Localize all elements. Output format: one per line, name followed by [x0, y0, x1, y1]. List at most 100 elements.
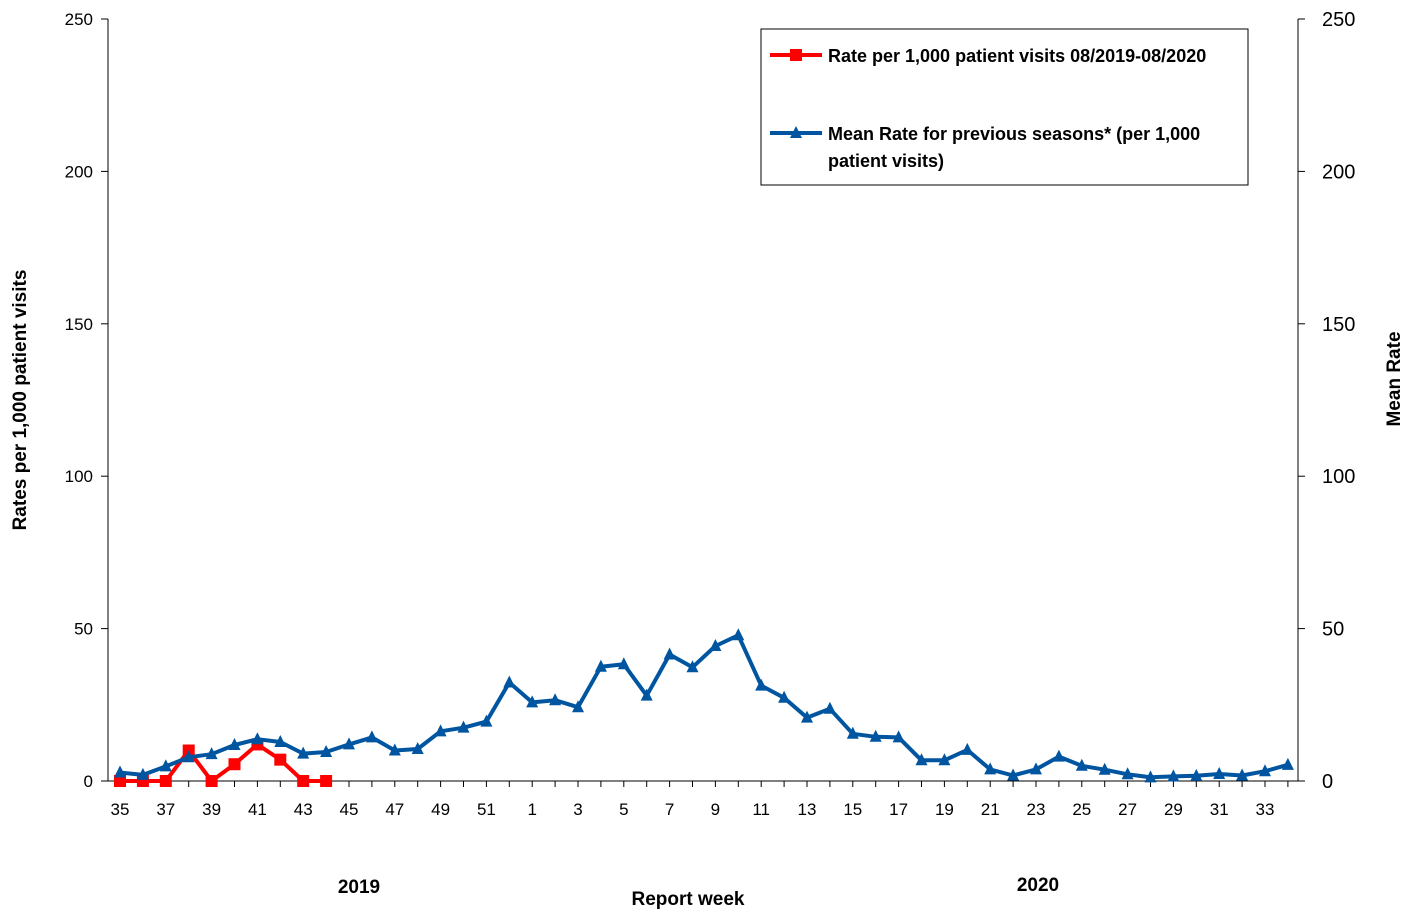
right-y-tick-label: 50	[1322, 619, 1344, 641]
x-tick-label: 11	[752, 800, 770, 819]
legend-box	[760, 28, 1249, 186]
x-tick-label: 35	[111, 800, 130, 819]
data-point-mean	[1052, 749, 1065, 762]
x-tick-label: 19	[935, 800, 954, 819]
right-y-tick-label: 250	[1322, 9, 1355, 31]
x-tick-label: 43	[294, 800, 313, 819]
data-point-mean	[1190, 768, 1203, 781]
legend: Rate per 1,000 patient visits 08/2019-08…	[760, 28, 1249, 186]
series-layer	[114, 628, 1294, 787]
series-line-0	[120, 742, 327, 783]
data-point-mean	[732, 628, 745, 641]
x-tick-label: 21	[981, 800, 1000, 819]
data-point-mean	[755, 678, 768, 691]
year-label-2019: 2019	[338, 877, 380, 898]
right-y-tick-label: 200	[1322, 161, 1355, 183]
right-y-axis-title: Mean Rate	[1384, 331, 1405, 426]
data-point-mean	[526, 695, 539, 708]
x-tick-label: 3	[573, 800, 582, 819]
data-point-actual	[114, 775, 126, 787]
x-tick-label: 15	[843, 800, 862, 819]
left-y-tick-label: 200	[65, 162, 93, 181]
data-point-mean	[503, 675, 516, 688]
data-point-mean	[411, 741, 424, 754]
data-point-mean	[159, 759, 172, 772]
x-tick-label: 39	[202, 800, 221, 819]
data-point-mean	[136, 767, 149, 780]
x-axis-title: Report week	[632, 889, 745, 910]
data-point-mean	[938, 753, 951, 766]
data-point-mean	[1167, 769, 1180, 782]
x-tick-label: 47	[385, 800, 404, 819]
data-point-mean	[572, 700, 584, 713]
data-point-mean	[434, 724, 447, 737]
data-point-actual	[159, 775, 172, 787]
x-tick-label: 9	[711, 800, 720, 819]
left-y-tick-label: 50	[74, 620, 93, 639]
data-point-mean	[1236, 768, 1249, 781]
x-tick-label: 33	[1256, 800, 1275, 819]
data-point-mean	[1030, 762, 1042, 775]
data-point-mean	[640, 688, 653, 701]
right-y-tick-label: 100	[1322, 466, 1355, 488]
data-point-mean	[251, 732, 264, 745]
data-point-mean	[984, 762, 997, 775]
data-point-mean	[205, 747, 218, 760]
data-point-mean	[709, 638, 722, 651]
data-point-mean	[228, 738, 241, 751]
data-point-mean	[343, 737, 355, 750]
data-point-actual	[274, 753, 287, 766]
data-point-mean	[457, 720, 470, 733]
left-y-tick-label: 150	[65, 315, 93, 334]
data-point-mean	[617, 657, 630, 670]
data-point-mean	[778, 690, 791, 703]
data-point-actual	[228, 758, 241, 771]
data-point-mean	[274, 734, 287, 747]
x-tick-label: 7	[665, 800, 674, 819]
legend-label-mean-line1: Mean Rate for previous seasons* (per 1,0…	[828, 124, 1200, 144]
right-y-tick-label: 150	[1322, 314, 1355, 336]
x-tick-label: 1	[527, 800, 536, 819]
data-point-mean	[594, 659, 607, 672]
legend-marker-mean	[790, 126, 802, 138]
data-point-mean	[297, 746, 310, 759]
data-point-mean	[114, 765, 126, 778]
data-point-mean	[1007, 768, 1020, 781]
data-point-mean	[480, 714, 493, 727]
legend-label-actual: Rate per 1,000 patient visits 08/2019-08…	[828, 46, 1206, 66]
x-tick-label: 29	[1164, 800, 1183, 819]
data-point-mean	[549, 693, 562, 706]
data-point-mean	[365, 730, 378, 743]
data-point-mean	[869, 729, 882, 742]
data-point-mean	[892, 730, 905, 743]
data-point-mean	[1281, 757, 1294, 770]
data-point-mean	[388, 743, 401, 756]
x-tick-label: 51	[477, 800, 496, 819]
x-tick-label: 25	[1072, 800, 1091, 819]
x-tick-label: 17	[889, 800, 908, 819]
left-y-tick-label: 100	[65, 467, 93, 486]
data-point-mean	[1259, 764, 1271, 777]
data-point-actual	[205, 775, 218, 787]
data-point-mean	[915, 753, 928, 766]
data-point-mean	[961, 742, 974, 755]
data-point-mean	[663, 647, 676, 660]
x-tick-label: 23	[1027, 800, 1046, 819]
x-tick-label: 37	[156, 800, 175, 819]
data-point-mean	[846, 726, 859, 739]
data-point-mean	[1121, 767, 1134, 780]
data-point-mean	[1098, 762, 1111, 775]
left-y-tick-label: 250	[65, 10, 93, 29]
data-point-mean	[320, 745, 333, 758]
legend-label-mean-line2: patient visits)	[828, 151, 944, 171]
data-point-mean	[686, 660, 699, 673]
legend-marker-actual	[790, 49, 802, 61]
x-tick-label: 49	[431, 800, 450, 819]
left-y-tick-label: 0	[84, 772, 93, 791]
data-point-actual	[297, 775, 310, 787]
data-point-actual	[320, 775, 333, 787]
x-tick-label: 31	[1210, 800, 1229, 819]
series-line-1	[119, 633, 1289, 780]
